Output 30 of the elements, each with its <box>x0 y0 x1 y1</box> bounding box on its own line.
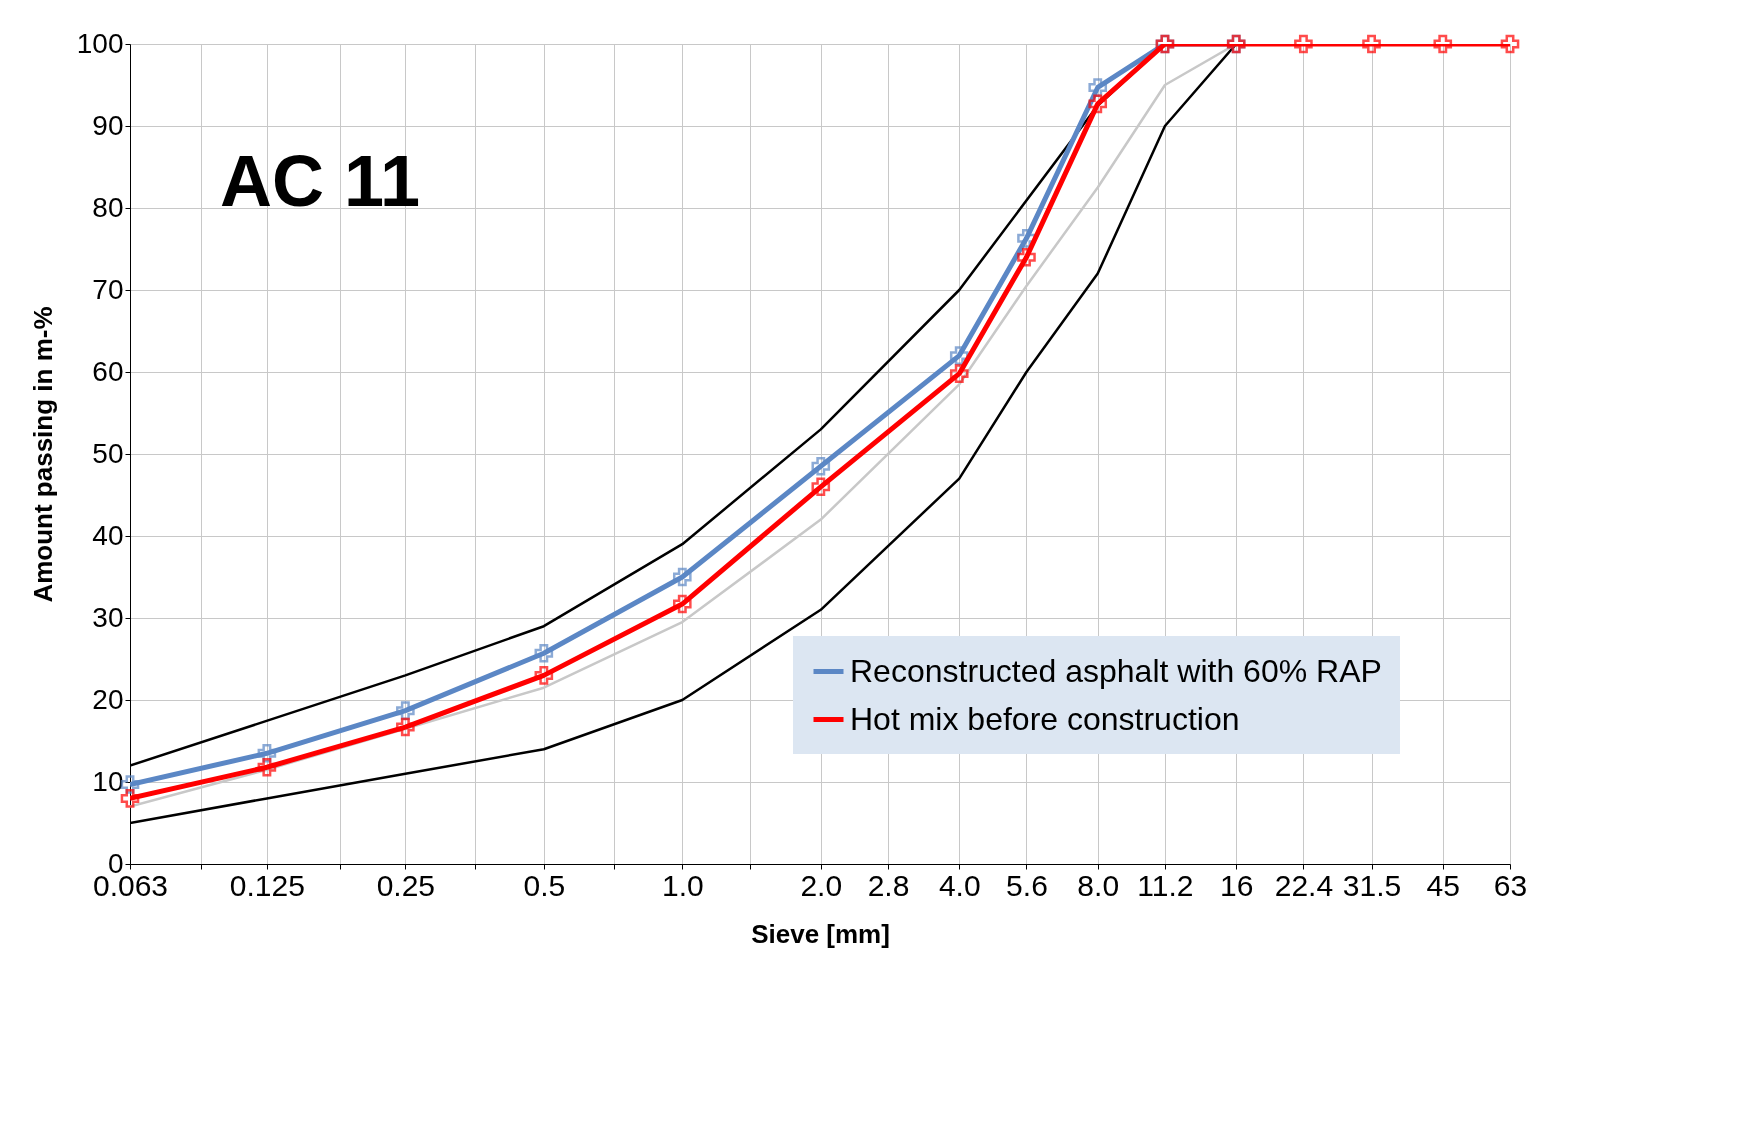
x-tick-label: 45 <box>1426 868 1460 902</box>
y-tick-label: 40 <box>92 519 124 551</box>
y-tick-label: 90 <box>92 109 124 141</box>
legend-label: Reconstructed asphalt with 60% RAP <box>850 652 1382 689</box>
annotation: AC 11 <box>220 141 421 221</box>
x-axis-title: Sieve [mm] <box>751 918 890 949</box>
x-tick-label: 0.25 <box>376 868 436 902</box>
y-tick-label: 30 <box>92 601 124 633</box>
x-tick-label: 1.0 <box>661 868 704 902</box>
y-tick-label: 70 <box>92 273 124 305</box>
x-tick-label: 0.5 <box>523 868 566 902</box>
x-tick-label: 4.0 <box>938 868 981 902</box>
x-tick-label: 63 <box>1493 868 1528 902</box>
x-tick-label: 31.5 <box>1342 868 1402 902</box>
x-tick-label: 0.125 <box>229 868 305 902</box>
x-tick-label: 8.0 <box>1077 868 1120 902</box>
y-tick-label: 50 <box>92 437 124 469</box>
y-tick-label: 60 <box>92 355 124 387</box>
legend-label: Hot mix before construction <box>850 700 1240 737</box>
x-tick-label: 5.6 <box>1006 868 1048 902</box>
x-tick-label: 2.0 <box>800 868 843 902</box>
x-tick-label: 22.4 <box>1274 868 1334 902</box>
y-tick-label: 80 <box>92 191 124 223</box>
x-tick-label: 16 <box>1220 868 1254 902</box>
x-tick-label: 2.8 <box>867 868 910 902</box>
y-tick-label: 20 <box>92 683 124 715</box>
y-tick-label: 10 <box>92 765 124 797</box>
y-tick-label: 100 <box>76 27 124 59</box>
x-tick-label: 11.2 <box>1137 868 1194 902</box>
y-axis-title: Amount passing in m-% <box>27 306 58 603</box>
